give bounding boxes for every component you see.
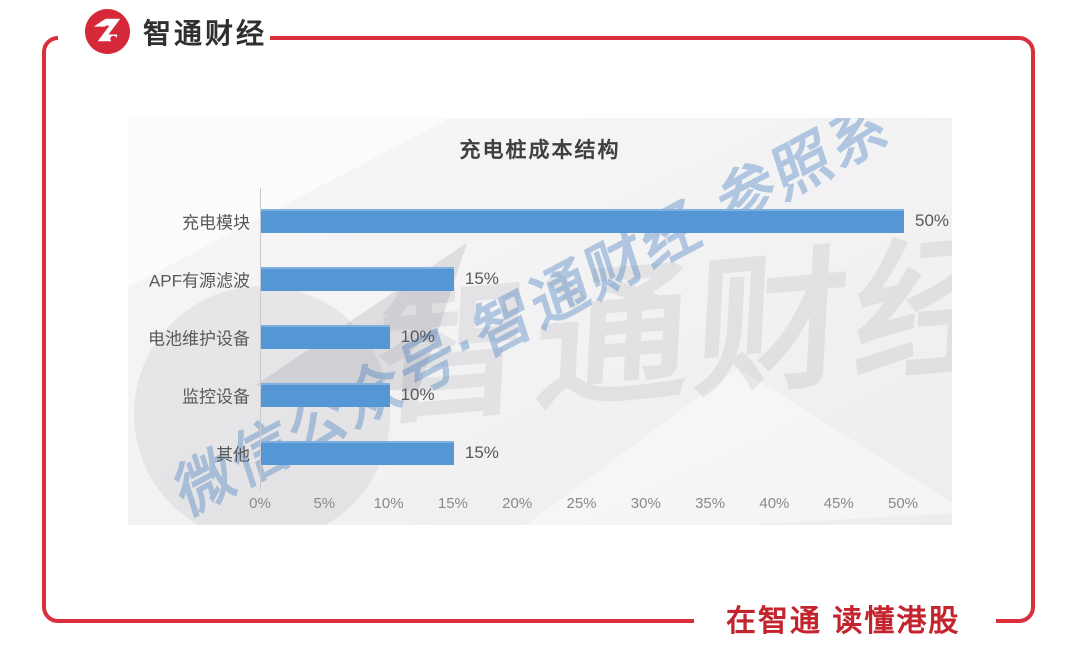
bar-row: APF有源滤波 15% bbox=[128, 266, 952, 292]
x-tick-label: 45% bbox=[823, 495, 854, 512]
bar bbox=[261, 383, 390, 407]
bar bbox=[261, 441, 454, 465]
bar bbox=[261, 209, 904, 233]
bar bbox=[261, 325, 390, 349]
decorative-red-frame bbox=[42, 36, 1035, 623]
y-axis-line bbox=[260, 188, 261, 490]
value-label: 10% bbox=[400, 385, 435, 404]
x-tick-label: 5% bbox=[313, 495, 336, 512]
x-tick-label: 20% bbox=[502, 495, 533, 512]
category-label: 电池维护设备 bbox=[148, 329, 250, 349]
x-tick-label: 0% bbox=[249, 495, 271, 512]
category-label: 充电模块 bbox=[182, 213, 250, 233]
category-label: APF有源滤波 bbox=[148, 271, 250, 291]
x-tick-label: 10% bbox=[373, 495, 404, 512]
bar-chart-plot: 充电模块 50% APF有源滤波 15% 电池维护设备 10% 监控设备 10% 其他 15% 0… bbox=[128, 118, 952, 525]
category-label: 其他 bbox=[216, 445, 250, 465]
chart-title: 充电桩成本结构 bbox=[459, 139, 621, 162]
x-tick-label: 15% bbox=[437, 495, 468, 512]
x-tick-label: 35% bbox=[695, 495, 726, 512]
brand-name: 智通财经 bbox=[143, 17, 268, 49]
bar-row: 监控设备 10% bbox=[128, 382, 952, 408]
x-tick-label: 25% bbox=[566, 495, 597, 512]
bar bbox=[261, 267, 454, 291]
value-label: 50% bbox=[915, 211, 950, 230]
bar-row: 其他 15% bbox=[128, 440, 952, 466]
value-label: 15% bbox=[464, 269, 499, 288]
brand-slogan: 在智通 读懂港股 bbox=[726, 605, 961, 638]
value-label: 10% bbox=[400, 327, 435, 346]
brand-logo: 智通财经 bbox=[84, 8, 267, 55]
category-label: 监控设备 bbox=[182, 387, 250, 407]
x-tick-label: 40% bbox=[759, 495, 790, 512]
bar-row: 电池维护设备 10% bbox=[128, 324, 952, 350]
zhitong-logo-icon bbox=[84, 8, 131, 55]
frame-gap-bottom bbox=[694, 613, 996, 631]
x-tick-label: 30% bbox=[630, 495, 661, 512]
x-tick-label: 50% bbox=[887, 495, 919, 512]
bar-row: 充电模块 50% bbox=[128, 208, 952, 234]
value-label: 15% bbox=[464, 443, 499, 462]
